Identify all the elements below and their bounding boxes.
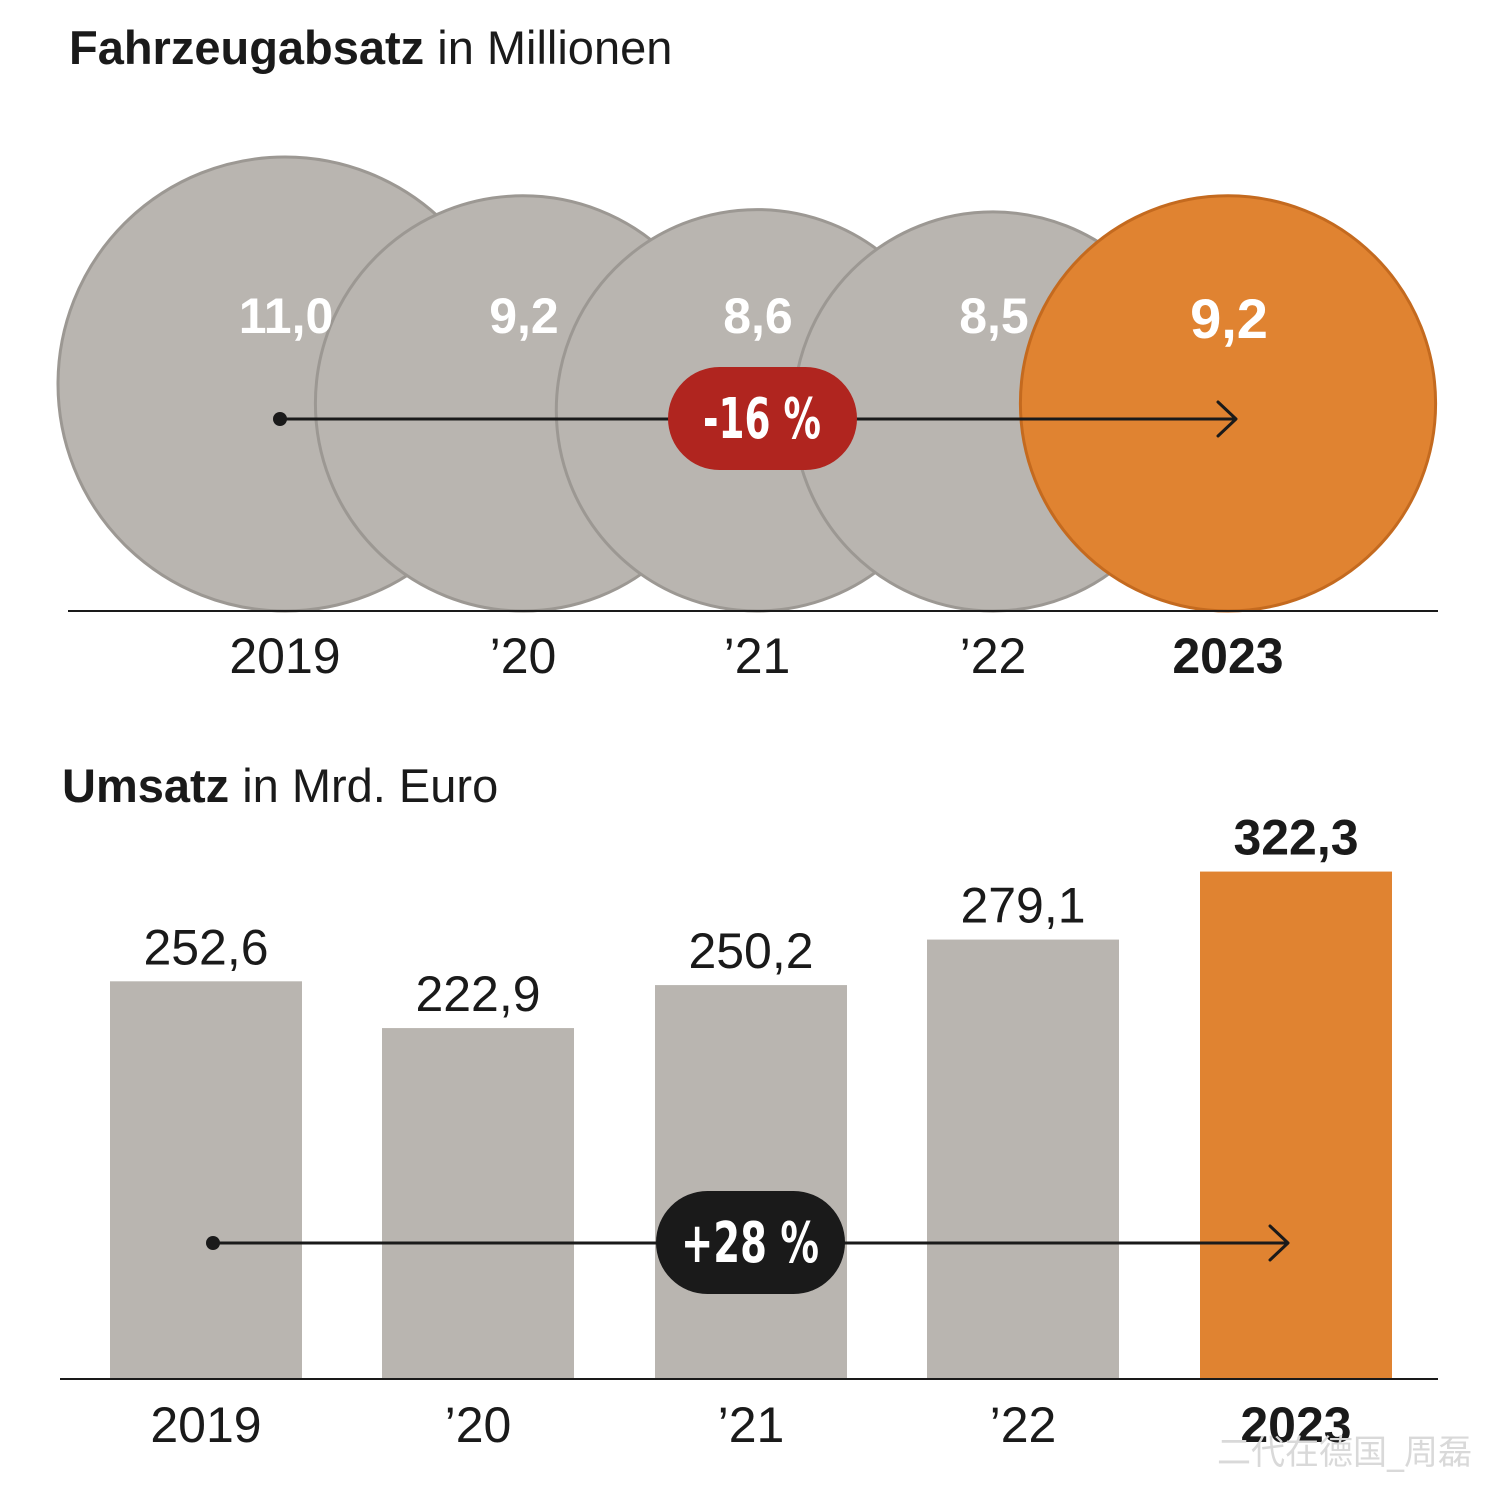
change-badge — [668, 367, 857, 470]
bubble-value-label-0: 11,0 — [239, 288, 334, 344]
bar-3 — [927, 939, 1119, 1379]
vehicle-sales-title-unit: in Millionen — [424, 21, 673, 74]
x-tick-label-2: ’21 — [724, 628, 791, 684]
x-tick-label-2: ’21 — [718, 1397, 785, 1453]
bar-2 — [655, 985, 847, 1379]
bar-1 — [382, 1028, 574, 1379]
revenue-bar-chart: 252,6 222,9 250,2 279,1 322,3 +28 % 2019 ’20 ’21… — [60, 810, 1438, 1453]
bubble-value-label-4: 9,2 — [1190, 287, 1268, 350]
trend-arrow-head — [1216, 400, 1238, 438]
change-badge — [656, 1191, 845, 1294]
x-tick-label-1: ’20 — [490, 628, 557, 684]
bubble-value-label-2: 8,6 — [723, 288, 793, 344]
revenue-title-bold: Umsatz — [62, 759, 230, 812]
x-tick-label-0: 2019 — [150, 1397, 261, 1453]
x-tick-label-4: 2023 — [1240, 1397, 1351, 1453]
bubble-4 — [1018, 194, 1438, 613]
vehicle-sales-chart-title: Fahrzeugabsatz in Millionen — [69, 20, 672, 75]
trend-start-dot — [273, 412, 287, 426]
bar-value-label-4: 322,3 — [1233, 810, 1358, 866]
bar-0 — [110, 981, 302, 1379]
x-tick-label-1: ’20 — [445, 1397, 512, 1453]
bar-value-label-0: 252,6 — [143, 919, 268, 975]
trend-start-dot — [206, 1236, 220, 1250]
x-tick-label-4: 2023 — [1172, 628, 1283, 684]
bar-value-label-1: 222,9 — [415, 966, 540, 1022]
change-badge-label: -16 % — [703, 387, 821, 452]
revenue-title-unit: in Mrd. Euro — [229, 759, 499, 812]
bar-value-label-2: 250,2 — [688, 923, 813, 979]
bubble-value-label-1: 9,2 — [489, 288, 559, 344]
x-tick-label-3: ’22 — [990, 1397, 1057, 1453]
bar-4 — [1200, 871, 1392, 1379]
x-tick-label-3: ’22 — [960, 628, 1027, 684]
watermark-text: 二代在德国_周磊 — [1217, 1433, 1472, 1473]
bubble-value-label-3: 8,5 — [959, 288, 1029, 344]
x-tick-label-0: 2019 — [229, 628, 340, 684]
change-badge-label: +28 % — [681, 1211, 819, 1276]
bar-value-label-3: 279,1 — [960, 878, 1085, 934]
vehicle-sales-bubble-chart: 11,0 9,2 8,6 8,5 9,2 -16 % 2019 ’20 ’21 ’22 2023 — [56, 155, 1438, 684]
trend-arrow-head — [1268, 1224, 1290, 1262]
vehicle-sales-title-bold: Fahrzeugabsatz — [69, 21, 425, 74]
revenue-chart-title: Umsatz in Mrd. Euro — [62, 758, 498, 813]
